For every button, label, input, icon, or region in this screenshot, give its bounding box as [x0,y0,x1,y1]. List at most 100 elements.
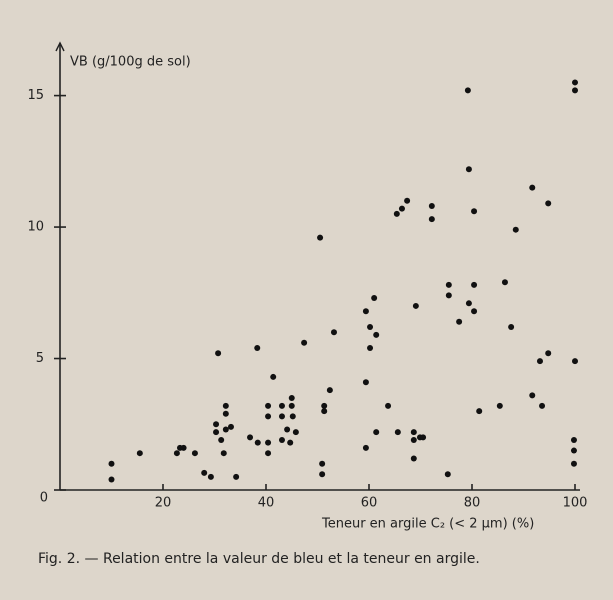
data-point [278,437,285,444]
data-point [373,331,380,338]
data-point [330,329,337,336]
data-point [471,208,478,215]
data-point [410,437,417,444]
data-point [278,413,285,420]
data-point [247,434,254,441]
data-point [173,450,180,457]
data-point [265,413,272,420]
data-point [412,302,419,309]
data-point [326,387,333,394]
data-point [501,279,508,286]
data-point [220,450,227,457]
data-point [444,471,451,478]
data-point [321,402,328,409]
data-point [570,437,577,444]
data-point [428,216,435,223]
data-point [570,460,577,467]
data-point [393,210,400,217]
data-point [456,318,463,325]
data-point [213,421,220,428]
data-point [301,339,308,346]
y-tick-label: 5 [36,351,44,366]
data-point [180,444,187,451]
data-point [539,402,546,409]
data-point [362,444,369,451]
data-point [373,429,380,436]
data-point [572,358,578,365]
data-point [570,447,577,454]
x-tick-label: 60 [361,496,378,511]
data-point [222,426,229,433]
data-point [270,373,277,380]
data-point [428,203,435,210]
data-point [321,408,328,415]
data-point [278,402,285,409]
x-tick-label: 40 [258,496,275,511]
data-point [420,434,427,441]
data-point [227,423,234,430]
data-point [465,300,472,307]
data-point [213,429,220,436]
x-tick-label: 100 [563,496,588,511]
x-tick-label: 80 [464,496,481,511]
data-point [385,402,392,409]
data-point [254,345,261,352]
data-point [394,429,401,436]
data-point [108,460,115,467]
y-axis-title: VB (g/100g de sol) [70,55,191,70]
data-point [508,323,515,330]
data-point [288,402,295,409]
data-point [215,350,222,357]
x-tick-label: 20 [155,496,172,511]
data-point [529,184,536,191]
data-point [222,410,229,417]
data-point [464,87,471,94]
data-point [233,473,240,480]
data-point [222,402,229,409]
data-point [367,345,374,352]
data-point [476,408,483,415]
data-point [201,469,208,476]
data-point [218,437,225,444]
data-point [207,473,214,480]
data-point [254,439,261,446]
data-point [319,471,326,478]
x-axis-title: Teneur en argile C₂ (< 2 µm) (%) [321,517,534,532]
data-point [317,234,324,241]
data-point [288,394,295,401]
data-point [410,455,417,462]
data-point [319,460,326,467]
y-tick-label: 15 [27,88,44,103]
data-point [136,450,143,457]
data-point [529,392,536,399]
data-point [512,226,519,233]
y-tick-label: 10 [27,220,44,235]
data-point [191,450,198,457]
data-point [465,166,472,173]
y-axis-arrow [55,41,65,52]
data-point [545,350,552,357]
data-point [536,358,543,365]
data-point [108,476,115,483]
data-point [445,281,452,288]
data-point [265,450,272,457]
data-point [398,205,405,212]
data-point [362,379,369,386]
y-tick-label: 0 [40,491,48,506]
data-point [572,87,578,94]
data-point [265,402,272,409]
data-point [265,439,272,446]
caption: Fig. 2. — Relation entre la valeur de bl… [38,551,480,567]
data-point [410,429,417,436]
data-point [404,197,411,204]
data-point [292,429,299,436]
data-point [572,79,578,86]
data-point [471,281,478,288]
data-point [367,323,374,330]
data-point [287,439,294,446]
data-point [471,308,478,315]
data-point [445,292,452,299]
data-point [284,426,291,433]
data-point [289,413,296,420]
